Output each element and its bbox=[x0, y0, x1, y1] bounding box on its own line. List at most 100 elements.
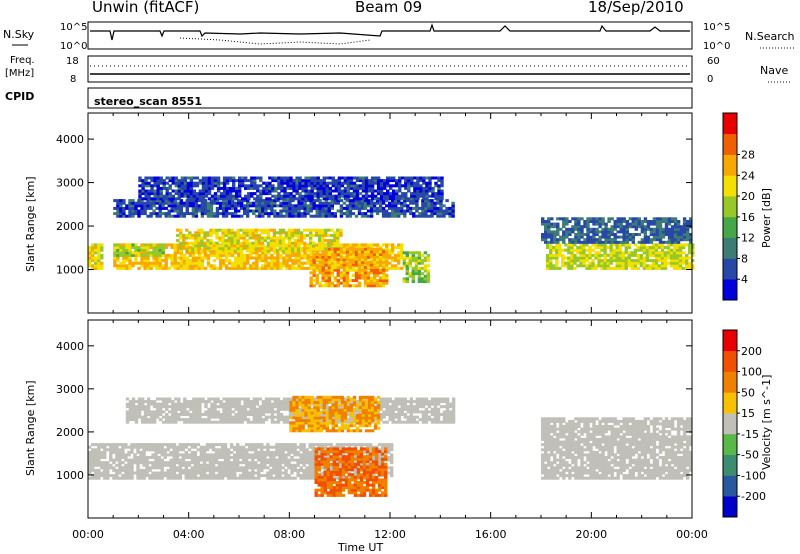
data-cell bbox=[550, 235, 554, 239]
data-cell bbox=[583, 225, 587, 229]
data-cell bbox=[252, 204, 256, 208]
data-cell bbox=[555, 266, 559, 270]
data-cell bbox=[300, 266, 304, 270]
data-cell bbox=[346, 184, 351, 188]
data-cell bbox=[223, 458, 228, 462]
data-cell bbox=[670, 230, 675, 234]
data-cell bbox=[131, 243, 135, 247]
data-cell bbox=[237, 201, 241, 205]
data-cell bbox=[247, 197, 251, 201]
data-cell bbox=[655, 225, 660, 229]
data-cell bbox=[378, 199, 383, 203]
data-cell bbox=[293, 463, 297, 467]
data-cell bbox=[270, 253, 274, 257]
data-cell bbox=[331, 197, 335, 201]
data-cell bbox=[166, 474, 170, 478]
data-cell bbox=[439, 204, 443, 208]
data-cell bbox=[422, 186, 426, 190]
data-cell bbox=[327, 244, 331, 248]
data-cell bbox=[315, 255, 319, 259]
data-cell bbox=[184, 445, 188, 449]
data-cell bbox=[343, 179, 348, 183]
data-cell bbox=[191, 259, 196, 263]
data-cell bbox=[270, 199, 274, 203]
data-cell bbox=[187, 463, 192, 467]
data-cell bbox=[242, 466, 246, 470]
data-cell bbox=[176, 228, 180, 232]
data-cell bbox=[398, 184, 402, 188]
data-cell bbox=[333, 279, 337, 283]
data-cell bbox=[212, 253, 217, 257]
data-cell bbox=[296, 458, 300, 462]
data-cell bbox=[439, 201, 443, 205]
data-cell bbox=[400, 243, 404, 247]
data-cell bbox=[137, 246, 141, 249]
data-cell bbox=[297, 251, 301, 255]
data-cell bbox=[320, 445, 324, 449]
data-cell bbox=[290, 244, 295, 248]
data-cell bbox=[336, 199, 340, 203]
data-cell bbox=[261, 199, 265, 203]
data-cell bbox=[226, 450, 231, 454]
data-cell bbox=[143, 201, 147, 205]
data-cell bbox=[579, 251, 583, 255]
data-cell bbox=[658, 230, 663, 234]
data-cell bbox=[373, 189, 378, 193]
data-cell bbox=[278, 471, 282, 475]
data-cell bbox=[351, 248, 356, 252]
data-cell bbox=[666, 248, 671, 252]
data-cell bbox=[260, 463, 264, 467]
data-cell bbox=[234, 259, 238, 263]
data-cell bbox=[667, 230, 672, 234]
data-cell bbox=[149, 199, 153, 203]
data-cell bbox=[147, 189, 151, 193]
data-cell bbox=[288, 204, 292, 208]
data-cell bbox=[149, 243, 153, 247]
data-cell bbox=[88, 456, 92, 459]
data-cell bbox=[134, 261, 138, 265]
data-cell bbox=[191, 244, 195, 248]
data-cell bbox=[286, 181, 290, 185]
data-cell bbox=[295, 189, 299, 193]
data-cell bbox=[170, 264, 174, 268]
data-cell bbox=[615, 256, 619, 260]
data-cell bbox=[128, 251, 132, 255]
data-cell bbox=[160, 443, 164, 447]
data-cell bbox=[198, 179, 203, 183]
data-cell bbox=[272, 249, 277, 253]
data-cell bbox=[345, 214, 350, 218]
data-cell bbox=[128, 253, 132, 257]
data-cell bbox=[574, 222, 578, 226]
data-cell bbox=[430, 212, 434, 216]
data-cell bbox=[257, 246, 261, 250]
data-cell bbox=[224, 201, 229, 205]
data-cell bbox=[330, 284, 334, 288]
data-cell bbox=[281, 450, 285, 454]
data-cell bbox=[369, 214, 374, 218]
data-cell bbox=[409, 212, 413, 216]
data-cell bbox=[549, 266, 553, 270]
data-cell bbox=[291, 251, 295, 255]
data-cell bbox=[585, 259, 589, 263]
data-cell bbox=[124, 468, 128, 472]
data-cell bbox=[290, 445, 294, 449]
data-cell bbox=[631, 233, 635, 236]
data-cell bbox=[128, 212, 132, 216]
data-cell bbox=[381, 271, 386, 275]
data-cell bbox=[250, 179, 254, 183]
data-cell bbox=[169, 443, 173, 447]
data-cell bbox=[297, 199, 301, 203]
data-cell bbox=[301, 194, 305, 198]
data-cell bbox=[372, 260, 377, 264]
data-cell bbox=[188, 199, 193, 203]
data-cell bbox=[333, 250, 337, 254]
data-cell bbox=[421, 209, 425, 213]
data-cell bbox=[402, 264, 406, 268]
data-cell bbox=[168, 176, 172, 180]
data-cell bbox=[381, 248, 386, 252]
data-cell bbox=[333, 268, 337, 272]
data-cell bbox=[347, 471, 352, 475]
data-cell bbox=[642, 264, 647, 268]
data-cell bbox=[153, 181, 157, 185]
data-cell bbox=[202, 474, 207, 478]
